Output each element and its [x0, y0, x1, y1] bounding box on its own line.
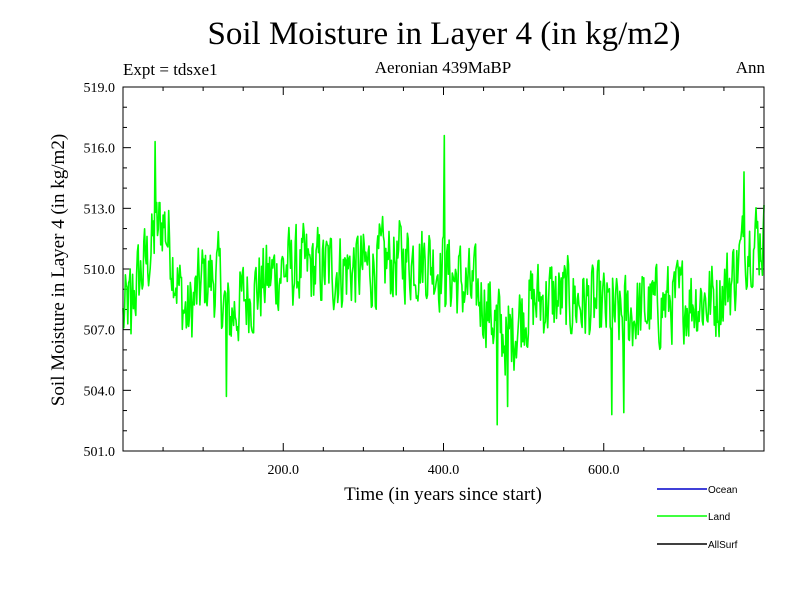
series-line-land: [122, 134, 765, 426]
y-tick-label: 510.0: [84, 263, 116, 278]
x-axis-label: Time (in years since start): [344, 484, 542, 505]
legend-label-allsurf: AllSurf: [708, 540, 738, 551]
y-tick-label: 507.0: [84, 324, 116, 339]
x-tick-label: 400.0: [428, 463, 460, 478]
period-label: Aeronian 439MaBP: [374, 58, 512, 77]
y-tick-label: 504.0: [84, 384, 116, 399]
y-tick-label: 501.0: [84, 445, 116, 460]
plot-frame: [122, 86, 765, 452]
x-tick-label: 600.0: [588, 463, 620, 478]
x-tick-label: 200.0: [268, 463, 300, 478]
y-tick-label: 513.0: [84, 202, 116, 217]
season-label: Ann: [735, 58, 765, 77]
chart-title: Soil Moisture in Layer 4 (in kg/m2): [207, 16, 681, 52]
legend-label-land: Land: [708, 512, 730, 523]
legend-label-ocean: Ocean: [708, 485, 737, 496]
y-tick-label: 519.0: [84, 81, 116, 96]
experiment-label: Expt = tdsxe1: [123, 60, 218, 79]
y-tick-label: 516.0: [84, 142, 116, 157]
